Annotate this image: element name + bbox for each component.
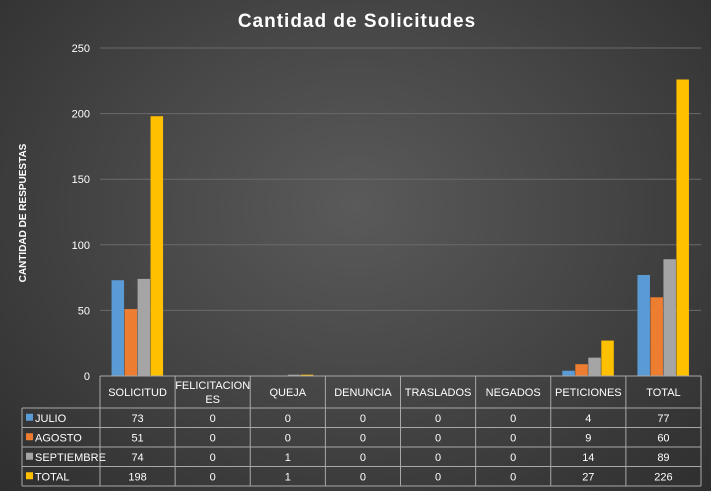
- y-tick-label: 100: [72, 240, 90, 252]
- data-label: 60: [657, 432, 669, 444]
- legend-swatch: [26, 452, 33, 460]
- series-label: AGOSTO: [35, 432, 82, 444]
- bars: [111, 79, 689, 376]
- y-tick-label: 200: [72, 109, 90, 121]
- category-label: TOTAL: [646, 387, 680, 399]
- data-label: 4: [585, 413, 591, 425]
- data-label: 0: [285, 413, 291, 425]
- data-label: 0: [435, 471, 441, 483]
- data-label: 0: [510, 452, 516, 464]
- legend-swatch: [26, 433, 33, 441]
- data-label: 51: [131, 432, 143, 444]
- series-label: TOTAL: [35, 471, 69, 483]
- category-label: DENUNCIA: [334, 387, 392, 399]
- bar: [300, 374, 314, 376]
- data-label: 27: [582, 471, 594, 483]
- data-label: 0: [510, 471, 516, 483]
- data-label: 226: [654, 471, 672, 483]
- bar: [588, 357, 601, 376]
- y-tick-label: 0: [84, 371, 90, 383]
- data-label: 74: [131, 452, 143, 464]
- bar: [650, 297, 663, 376]
- category-label: FELICITACION: [175, 380, 250, 392]
- data-label: 0: [285, 432, 291, 444]
- data-label: 73: [131, 413, 143, 425]
- data-label: 0: [210, 413, 216, 425]
- legend-swatch: [26, 472, 33, 480]
- data-label: 0: [435, 413, 441, 425]
- category-label: QUEJA: [269, 387, 306, 399]
- data-label: 0: [510, 413, 516, 425]
- y-axis-label: CANTIDAD DE RESPUESTAS: [18, 143, 29, 282]
- data-label: 0: [435, 432, 441, 444]
- legend-swatch: [26, 413, 33, 421]
- data-table: SOLICITUD FELICITACION ES QUEJA DENUNCIA TRAS…: [21, 375, 702, 487]
- bar: [663, 259, 676, 376]
- data-label: 89: [657, 452, 669, 464]
- category-label: NEGADOS: [486, 387, 541, 399]
- y-tick-label: 250: [72, 43, 90, 55]
- bar: [150, 116, 164, 376]
- y-tick-label: 50: [78, 305, 90, 317]
- data-label: 77: [657, 413, 669, 425]
- series-label: SEPTIEMBRE: [35, 452, 106, 464]
- category-label: PETICIONES: [555, 387, 622, 399]
- data-label: 198: [128, 471, 146, 483]
- gridlines: [100, 47, 701, 377]
- bar: [137, 278, 151, 376]
- chart-title: Cantidad de Solicitudes: [238, 11, 476, 32]
- category-label: SOLICITUD: [108, 387, 167, 399]
- data-label: 0: [360, 471, 366, 483]
- data-label: 14: [582, 452, 594, 464]
- y-tick-label: 150: [72, 174, 90, 186]
- data-label: 0: [360, 432, 366, 444]
- data-label: 0: [435, 452, 441, 464]
- category-label: ES: [205, 394, 220, 406]
- series-label: JULIO: [35, 413, 67, 425]
- bar: [601, 340, 614, 376]
- bar: [562, 370, 575, 376]
- data-label: 0: [210, 452, 216, 464]
- data-label: 0: [210, 471, 216, 483]
- bar: [287, 374, 301, 376]
- data-label: 0: [210, 432, 216, 444]
- data-label: 9: [585, 432, 591, 444]
- data-label: 0: [360, 452, 366, 464]
- y-axis-ticks: 0 50 100 150 200 250: [72, 43, 90, 383]
- bar: [637, 274, 650, 376]
- data-label: 1: [285, 471, 291, 483]
- category-label: TRASLADOS: [405, 387, 472, 399]
- bar: [676, 79, 689, 376]
- bar: [575, 364, 588, 376]
- bar: [111, 280, 125, 376]
- data-label: 0: [360, 413, 366, 425]
- bar: [124, 309, 138, 376]
- data-label: 0: [510, 432, 516, 444]
- data-label: 1: [285, 452, 291, 464]
